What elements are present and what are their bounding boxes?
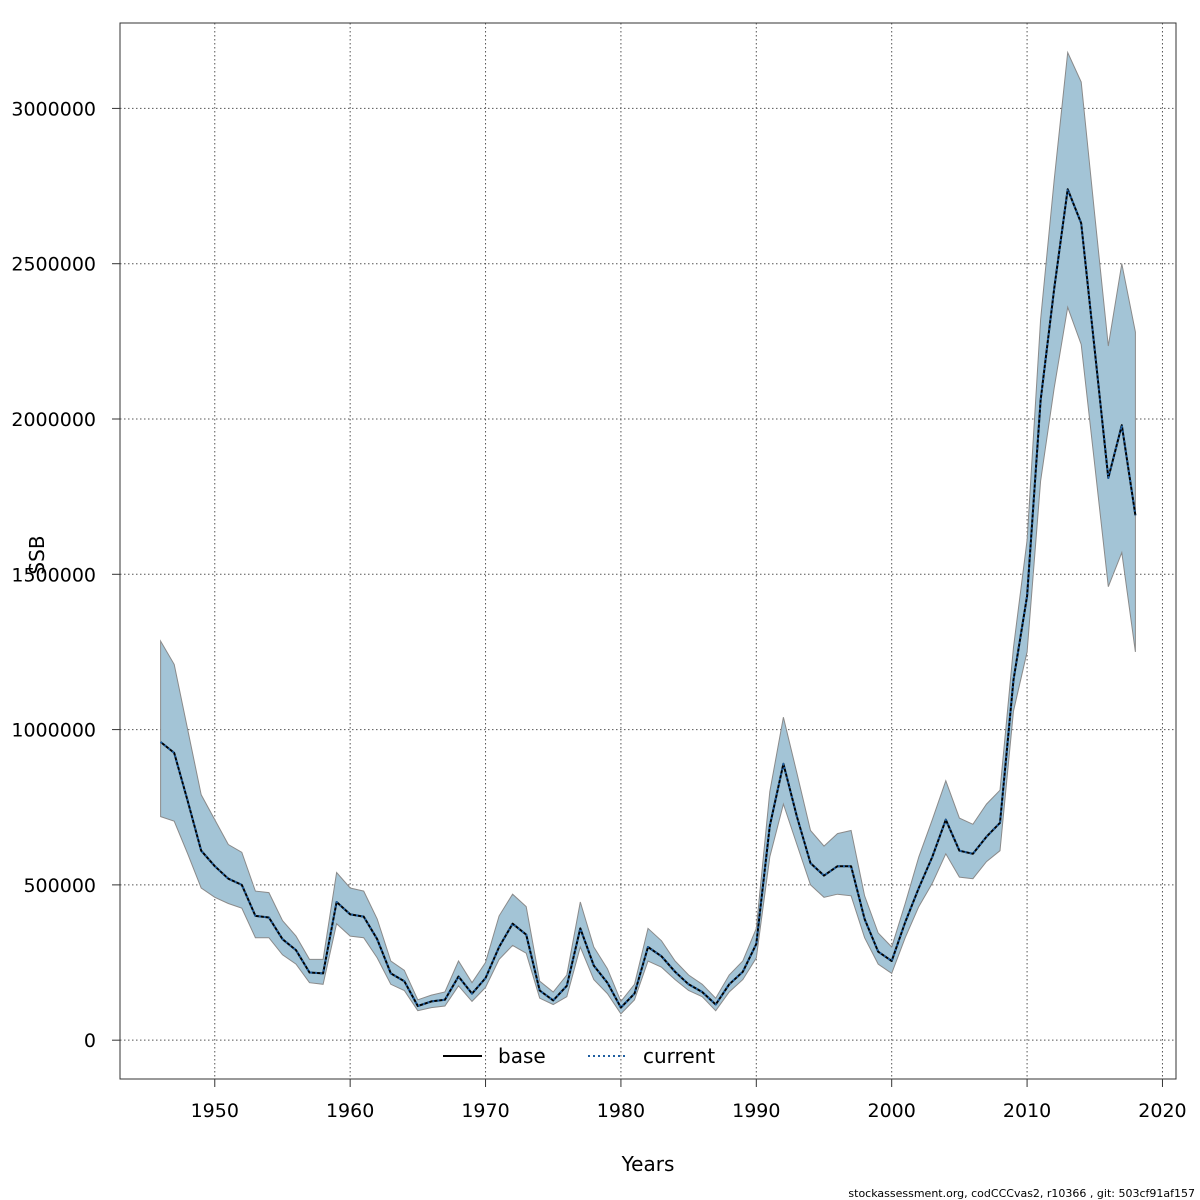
y-tick-label: 2500000 bbox=[11, 254, 96, 276]
x-tick-label: 1990 bbox=[732, 1100, 780, 1122]
y-axis-label: SSB bbox=[25, 535, 49, 574]
grid-lines bbox=[120, 23, 1176, 1079]
confidence-band-layer bbox=[160, 50, 1136, 1015]
series-line-current bbox=[159, 188, 1137, 1009]
y-tick-label: 0 bbox=[84, 1030, 96, 1052]
x-tick-label: 2010 bbox=[1003, 1100, 1051, 1122]
y-tick-label: 1500000 bbox=[11, 564, 96, 586]
confidence-band bbox=[160, 50, 1136, 1015]
legend-label-current: current bbox=[643, 1044, 715, 1068]
y-tick-label: 1000000 bbox=[11, 720, 96, 742]
x-tick-label: 1980 bbox=[597, 1100, 645, 1122]
x-tick-label: 1960 bbox=[326, 1100, 374, 1122]
y-tick-label: 3000000 bbox=[11, 98, 96, 120]
plot-frame bbox=[119, 22, 1177, 1080]
y-tick-label: 500000 bbox=[23, 875, 96, 897]
footer-note: stockassessment.org, codCCCvas2, r10366 … bbox=[848, 1187, 1195, 1200]
x-axis-label: Years bbox=[621, 1152, 675, 1176]
legend-label-base: base bbox=[498, 1044, 546, 1068]
series-lines bbox=[159, 188, 1137, 1009]
y-tick-label: 2000000 bbox=[11, 409, 96, 431]
x-tick-label: 2020 bbox=[1138, 1100, 1186, 1122]
y-axis: 0 500000 1000000 1500000 2000000 2500000 30000… bbox=[11, 98, 120, 1052]
x-tick-label: 2000 bbox=[868, 1100, 916, 1122]
x-tick-label: 1970 bbox=[461, 1100, 509, 1122]
x-axis: 1950 1960 1970 1980 1990 2000 2010 2020 bbox=[191, 1079, 1187, 1122]
x-tick-label: 1950 bbox=[191, 1100, 239, 1122]
legend: base current bbox=[443, 1044, 715, 1068]
